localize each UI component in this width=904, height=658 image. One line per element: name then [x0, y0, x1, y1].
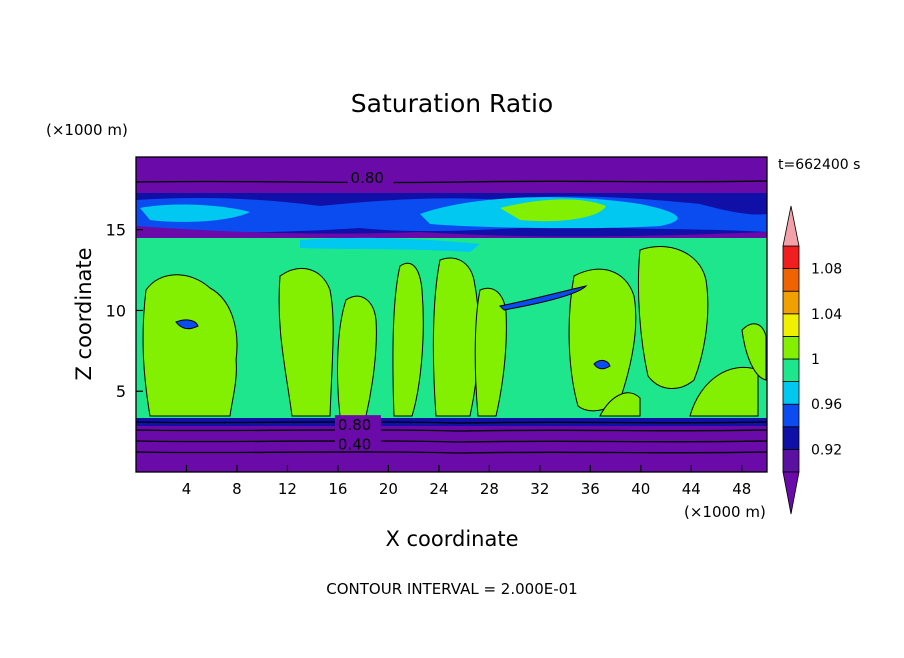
y-tick-label: 15: [106, 221, 126, 240]
contour-labels: 0.80 0.80 0.40: [334, 168, 394, 454]
colorbar-segment: [782, 290, 800, 315]
colorbar-segment: [782, 313, 800, 337]
colorbar-segment: [782, 358, 800, 383]
upper-dry-layer: [136, 157, 767, 195]
colorbar-segment: [782, 403, 800, 428]
x-tick-label: 4: [182, 480, 192, 498]
colorbar-label: 1.04: [811, 307, 842, 323]
tropopause-cyan-patch-1: [140, 204, 250, 222]
y-axis-ticks: 5 10 15: [106, 221, 143, 401]
x-tick-label: 16: [328, 480, 347, 498]
upper-cyan-streaks: [300, 237, 480, 252]
plot-field: [136, 157, 767, 472]
contour-label-backing: [334, 415, 381, 432]
tropopause-purple-streak: [136, 226, 767, 238]
contour-label: 0.80: [351, 169, 384, 187]
contour-label-backing: [334, 434, 381, 451]
colorbar-label: 1: [811, 352, 820, 368]
contour-label: 0.80: [338, 416, 371, 434]
colorbar-segment: [782, 381, 800, 405]
x-axis-label: X coordinate: [385, 527, 518, 551]
colorbar-label: 1.08: [811, 262, 842, 278]
colorbar-segment: [782, 335, 800, 360]
x-tick-label: 36: [581, 480, 600, 498]
colorbar-over-arrow: [782, 205, 800, 247]
contour-interval-footer: CONTOUR INTERVAL = 2.000E-01: [326, 580, 577, 598]
plot-frame: [135, 156, 768, 473]
tropopause-green-patch: [500, 199, 606, 222]
colorbar-under-arrow: [782, 471, 800, 515]
x-tick-label: 8: [232, 480, 242, 498]
dry-pocket-3: [593, 359, 611, 370]
colorbar-segment: [782, 426, 800, 450]
x-tick-label: 24: [429, 480, 448, 498]
colorbar-segment: [782, 448, 800, 473]
x-tick-label: 12: [278, 480, 297, 498]
x-tick-label: 28: [480, 480, 499, 498]
x-tick-label: 40: [631, 480, 650, 498]
chart-title: Saturation Ratio: [351, 89, 553, 118]
time-label: t=662400 s: [778, 157, 860, 173]
y-axis-label: Z coordinate: [72, 247, 96, 380]
dry-pocket-1: [175, 319, 199, 330]
colorbar: 1.08 1.04 1 0.96 0.92: [782, 205, 842, 515]
x-axis-ticks: 4 8 12 16 20 24 28 32 36 40 44 48: [182, 465, 751, 498]
convective-cells: [142, 246, 767, 417]
colorbar-label: 0.92: [811, 442, 842, 458]
colorbar-segment: [782, 268, 800, 292]
contour-label: 0.40: [338, 436, 371, 454]
x-tick-label: 48: [732, 480, 751, 498]
colorbar-label: 0.96: [811, 397, 842, 413]
x-tick-label: 20: [379, 480, 398, 498]
contour-lines: [135, 180, 768, 454]
contour-label-backing: [347, 168, 394, 184]
dry-pocket-2: [498, 285, 588, 311]
x-tick-label: 44: [682, 480, 701, 498]
y-units-label: (×1000 m): [46, 121, 128, 139]
x-units-label: (×1000 m): [684, 503, 766, 521]
colorbar-segment: [782, 245, 800, 270]
x-tick-label: 32: [530, 480, 549, 498]
lower-transition-band: [136, 416, 767, 426]
y-tick-label: 5: [116, 382, 126, 401]
y-tick-label: 10: [106, 301, 126, 320]
